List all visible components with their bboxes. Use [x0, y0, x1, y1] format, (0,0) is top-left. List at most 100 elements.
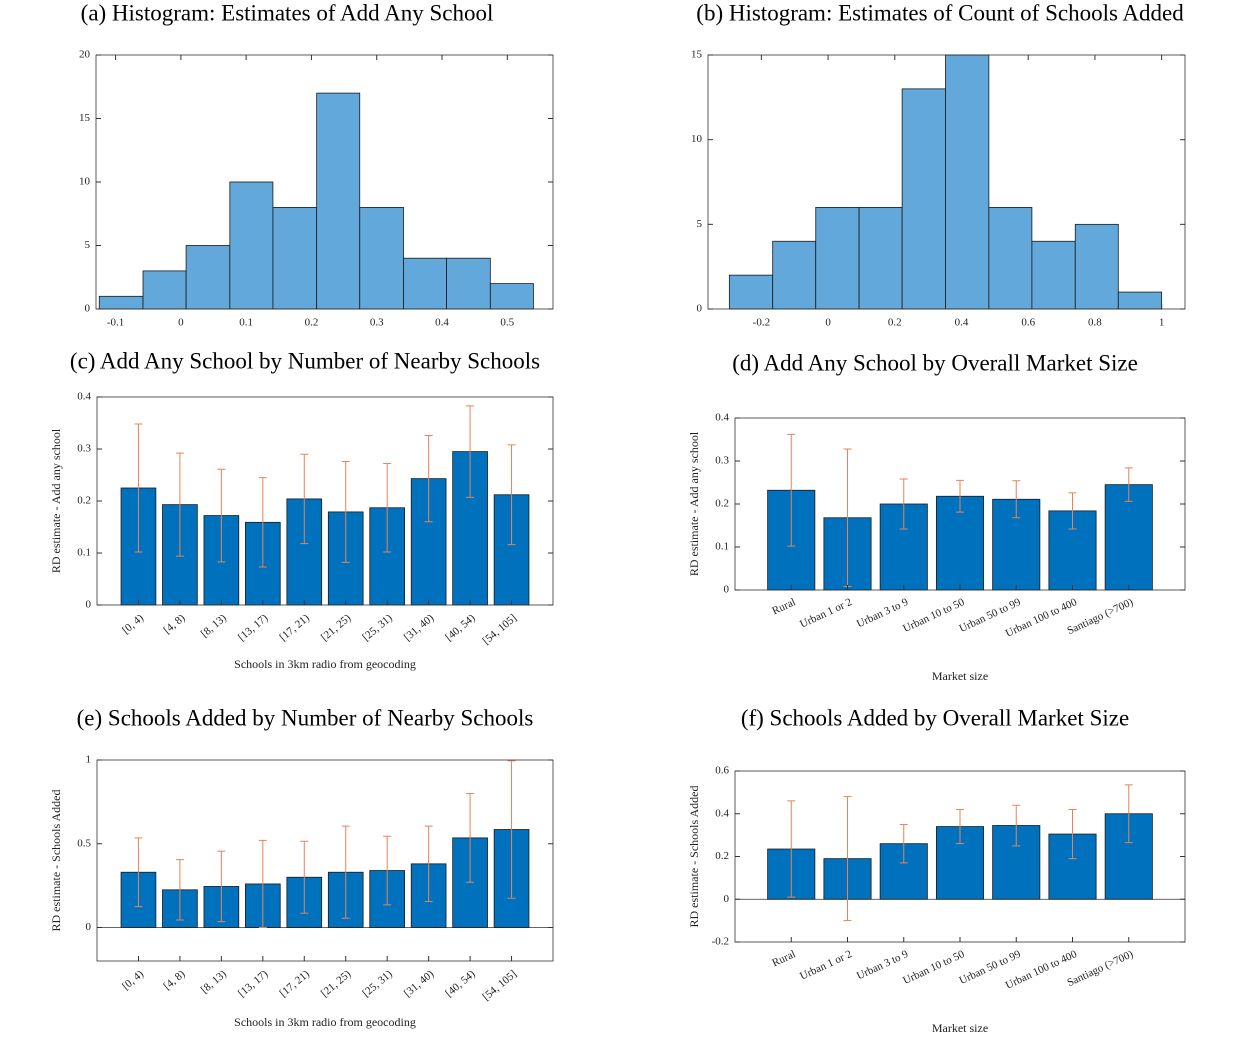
x-tick-label: [0, 4) [120, 968, 146, 993]
y-tick-label: 0.4 [77, 391, 91, 403]
histogram-bar [1117, 291, 1163, 310]
axes-box [96, 759, 554, 962]
error-bar [1124, 784, 1133, 844]
error-bar [300, 453, 309, 545]
error-bar [383, 835, 392, 906]
y-axis-label: RD estimate - Schools Added [49, 790, 63, 932]
y-tick-label: 0.6 [715, 765, 729, 777]
x-tick-label: [13, 17) [236, 612, 271, 644]
x-tick-label: 0 [178, 317, 184, 329]
chart-title: (d) Add Any School by Overall Market Siz… [732, 350, 1138, 375]
y-tick-label: 0 [697, 303, 703, 315]
axes-box [96, 396, 554, 606]
x-tick-label: 0.2 [305, 317, 319, 329]
error-bar [258, 477, 267, 568]
y-tick-label: 0 [724, 893, 730, 905]
y-tick-label: 0.2 [77, 495, 91, 507]
histogram-bar [901, 88, 946, 310]
histogram-bar [142, 270, 187, 310]
chart-title: (c) Add Any School by Number of Nearby S… [70, 348, 540, 373]
error-bar [217, 850, 226, 923]
x-tick-label: [40, 54) [443, 612, 478, 644]
x-tick-label: [25, 31) [360, 968, 395, 1000]
x-tick-label: [0, 4) [120, 612, 146, 637]
error-bar [300, 840, 309, 914]
chart-title: (f) Schools Added by Overall Market Size [741, 705, 1129, 730]
histogram-bar [316, 92, 361, 310]
axes-box [707, 54, 1186, 310]
bar [992, 498, 1041, 591]
error-bar [424, 434, 433, 523]
x-tick-label: [21, 25) [319, 612, 354, 644]
y-tick-label: 0.4 [715, 807, 729, 819]
y-tick-label: -0.2 [712, 936, 729, 948]
y-tick-label: 15 [691, 49, 703, 61]
y-tick-label: 0.1 [715, 541, 729, 553]
error-bar [424, 825, 433, 903]
x-tick-label: [13, 17) [236, 968, 271, 1000]
histogram-bar [446, 257, 491, 310]
x-axis-label: Market size [932, 669, 988, 683]
error-bar [217, 468, 226, 563]
y-tick-label: 10 [79, 176, 91, 188]
x-tick-label: 0 [825, 317, 831, 329]
x-tick-label: 1 [1159, 317, 1165, 329]
error-bar [341, 825, 350, 919]
error-bar [175, 859, 184, 921]
error-bar [956, 479, 964, 513]
y-tick-label: 0 [85, 303, 91, 315]
x-tick-label: [21, 25) [319, 968, 354, 1000]
y-axis-label: RD estimate - Add any school [687, 431, 701, 576]
x-tick-label: [40, 54) [443, 968, 478, 1000]
error-bar [899, 823, 908, 864]
y-tick-label: 0.1 [77, 547, 91, 559]
histogram-bar [1074, 223, 1119, 310]
x-tick-label: [17, 21) [277, 612, 312, 644]
error-bar [1124, 467, 1133, 502]
x-tick-label: Rural [770, 596, 797, 617]
error-bar [341, 460, 350, 563]
histogram-bar [489, 283, 534, 310]
axes-box [95, 54, 554, 310]
x-tick-label: 0.8 [1088, 317, 1102, 329]
x-tick-label: [25, 31) [360, 612, 395, 644]
y-tick-label: 10 [691, 133, 703, 145]
error-bar [507, 444, 516, 546]
chart-title: (a) Histogram: Estimates of Add Any Scho… [81, 0, 494, 25]
histogram-bar [229, 181, 274, 310]
error-bar [787, 433, 796, 547]
x-tick-label: 0.5 [500, 317, 514, 329]
error-bar [175, 452, 184, 557]
x-tick-label: 0.4 [435, 317, 449, 329]
error-bar [843, 796, 852, 922]
error-bar [899, 478, 908, 530]
y-tick-label: 1 [86, 754, 92, 766]
x-tick-label: [8, 13) [199, 612, 229, 640]
x-axis-label: Market size [932, 1021, 988, 1035]
y-tick-label: 0 [86, 921, 92, 933]
y-tick-label: 0.5 [77, 837, 91, 849]
x-tick-label: Urban 10 to 50 [901, 596, 967, 635]
y-tick-label: 5 [697, 218, 703, 230]
x-tick-label: 0.4 [955, 317, 969, 329]
x-tick-label: 0.3 [370, 317, 384, 329]
histogram-bar [772, 240, 817, 310]
y-tick-label: 0.3 [77, 443, 91, 455]
histogram-bar [988, 206, 1033, 310]
x-tick-label: [4, 8) [161, 968, 187, 993]
error-bar [1012, 480, 1021, 519]
error-bar [383, 463, 392, 553]
y-tick-label: 0.2 [715, 850, 729, 862]
chart-title: (e) Schools Added by Number of Nearby Sc… [77, 705, 534, 730]
histogram-bar [1031, 240, 1076, 310]
x-tick-label: 0.6 [1021, 317, 1035, 329]
x-tick-label: Urban 10 to 50 [901, 948, 967, 987]
y-tick-label: 0 [724, 584, 730, 596]
histogram-bar [858, 206, 903, 310]
x-tick-label: 0.1 [239, 317, 253, 329]
x-tick-label: -0.2 [753, 317, 770, 329]
histogram-bar [98, 295, 144, 310]
histogram-bar [945, 54, 990, 310]
error-bar [134, 837, 143, 908]
